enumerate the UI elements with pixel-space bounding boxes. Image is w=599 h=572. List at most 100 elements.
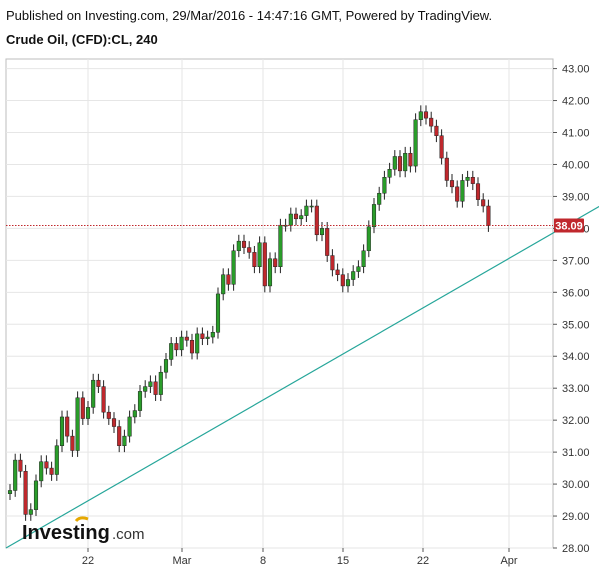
symbol-title: Crude Oil, (CFD):CL, 240 bbox=[6, 32, 158, 47]
y-tick-label: 36.00 bbox=[562, 287, 590, 299]
candle-body bbox=[387, 169, 392, 178]
candle-body bbox=[143, 386, 148, 392]
candle-body bbox=[361, 250, 366, 267]
trendline bbox=[5, 205, 599, 549]
y-tick-label: 35.00 bbox=[562, 319, 590, 331]
candle-body bbox=[111, 418, 117, 427]
candle-body bbox=[137, 391, 143, 411]
candle-body bbox=[132, 410, 137, 418]
candle-body bbox=[226, 274, 231, 285]
candle-body bbox=[325, 228, 330, 256]
last-price-badge: 38.09 bbox=[554, 218, 584, 233]
candle-body bbox=[439, 135, 444, 159]
y-tick-label: 30.00 bbox=[562, 479, 590, 491]
candle-body bbox=[85, 407, 91, 419]
candle-body bbox=[392, 156, 397, 170]
candle-body bbox=[335, 269, 340, 275]
y-tick-label: 31.00 bbox=[562, 447, 590, 459]
candle-body bbox=[200, 333, 205, 339]
y-tick-label: 39.00 bbox=[562, 191, 590, 203]
x-tick-label: 22 bbox=[82, 555, 94, 567]
y-tick-label: 37.00 bbox=[562, 255, 590, 267]
candle-body bbox=[33, 480, 39, 510]
candle-body bbox=[475, 183, 481, 200]
y-tick-label: 40.00 bbox=[562, 159, 590, 171]
candle-body bbox=[444, 157, 449, 181]
y-tick-label: 33.00 bbox=[562, 383, 590, 395]
candle-body bbox=[314, 205, 319, 236]
candle-body bbox=[241, 240, 247, 248]
candle-body bbox=[210, 332, 215, 338]
published-caption: Published on Investing.com, 29/Mar/2016 … bbox=[6, 8, 493, 23]
candle-body bbox=[330, 255, 335, 271]
candle-body bbox=[65, 416, 70, 437]
candle-body bbox=[408, 153, 413, 167]
investing-logo: Investing .com bbox=[22, 516, 145, 544]
logo-swoosh-icon bbox=[74, 516, 89, 523]
candle-body bbox=[403, 153, 408, 172]
candle-body bbox=[236, 240, 241, 252]
y-tick-label: 41.00 bbox=[562, 128, 590, 140]
candle-body bbox=[231, 250, 236, 285]
x-tick-label: 8 bbox=[260, 555, 266, 567]
candle-body bbox=[309, 205, 314, 208]
candles-layer bbox=[7, 105, 491, 521]
logo-wordmark: Investing bbox=[22, 522, 110, 544]
grid bbox=[6, 59, 553, 549]
candle-body bbox=[486, 205, 491, 226]
candle-body bbox=[371, 204, 377, 228]
candle-body bbox=[247, 247, 252, 253]
candle-body bbox=[189, 340, 195, 354]
last-price-text: 38.09 bbox=[555, 221, 583, 233]
candle-body bbox=[158, 371, 163, 395]
candle-body bbox=[179, 336, 184, 351]
candle-body bbox=[91, 379, 96, 408]
candle-body bbox=[169, 343, 174, 360]
logo-suffix: .com bbox=[112, 526, 145, 543]
candle-body bbox=[49, 467, 54, 475]
candle-body bbox=[262, 242, 267, 287]
x-tick-label: 22 bbox=[417, 555, 429, 567]
candle-body bbox=[470, 177, 475, 184]
candle-body bbox=[163, 359, 169, 373]
candle-body bbox=[429, 117, 434, 127]
candle-body bbox=[434, 125, 439, 136]
candle-body bbox=[18, 459, 23, 472]
x-tick-label: Mar bbox=[173, 555, 192, 567]
candle-body bbox=[377, 192, 382, 205]
candle-body bbox=[127, 416, 132, 437]
y-tick-label: 42.00 bbox=[562, 96, 590, 108]
candle-body bbox=[382, 177, 387, 194]
y-tick-label: 34.00 bbox=[562, 351, 590, 363]
candle-body bbox=[80, 397, 85, 419]
y-tick-label: 43.00 bbox=[562, 64, 590, 76]
candle-body bbox=[122, 435, 127, 446]
candle-body bbox=[449, 180, 455, 188]
candle-body bbox=[44, 461, 49, 469]
candle-body bbox=[351, 271, 356, 280]
candle-body bbox=[174, 343, 179, 351]
candle-body bbox=[252, 252, 257, 267]
trendline-layer bbox=[5, 205, 599, 549]
candle-body bbox=[304, 205, 309, 216]
candle-body bbox=[96, 379, 101, 387]
candle-body bbox=[460, 180, 465, 202]
candle-body bbox=[423, 111, 429, 119]
candle-body bbox=[148, 381, 153, 387]
y-tick-label: 29.00 bbox=[562, 511, 590, 523]
candle-body bbox=[215, 293, 221, 333]
y-axis: 43.0042.0041.0040.0039.0038.0037.0036.00… bbox=[553, 64, 590, 555]
candle-body bbox=[106, 411, 111, 419]
candle-body bbox=[481, 199, 486, 207]
candle-body bbox=[288, 213, 293, 226]
y-tick-label: 32.00 bbox=[562, 415, 590, 427]
candle-body bbox=[101, 386, 106, 413]
candle-body bbox=[267, 258, 273, 287]
candle-body bbox=[366, 226, 371, 252]
x-axis: 22 Mar 8 15 22 Apr bbox=[82, 548, 518, 567]
candle-body bbox=[117, 426, 122, 446]
candle-body bbox=[356, 266, 361, 272]
candle-body bbox=[345, 279, 351, 287]
candle-body bbox=[28, 509, 33, 515]
